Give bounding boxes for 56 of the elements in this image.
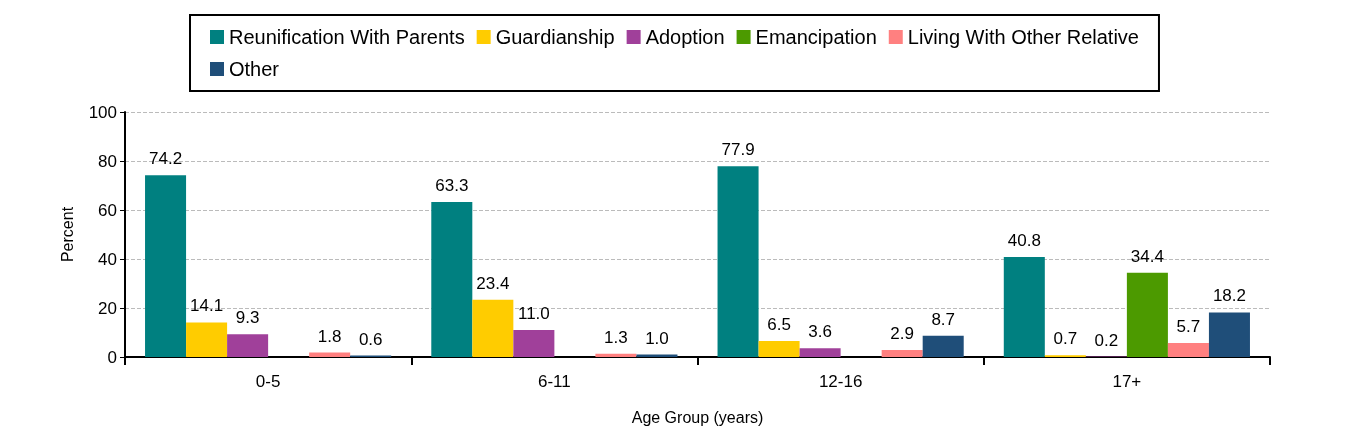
bar [145,175,187,357]
x-tick-label: 17+ [1112,372,1142,391]
data-label: 63.3 [435,175,469,195]
y-tick-label: 0 [107,347,117,367]
data-label: 0.6 [358,329,383,349]
bar [799,348,841,357]
data-label: 0.7 [1053,329,1078,349]
bar [513,330,555,357]
data-label: 6.5 [767,315,791,335]
data-label: 11.0 [517,304,550,324]
x-tick-label: 12-16 [818,372,863,391]
data-label: 14.1 [190,296,224,316]
bar [309,352,351,357]
data-label: 74.2 [149,149,183,169]
y-tick-label: 100 [88,102,117,122]
bar [922,335,964,357]
data-label: 1.8 [317,326,342,346]
bar [881,349,923,357]
bar [431,201,473,357]
x-tick-label: 6-11 [537,372,571,391]
bar [1126,272,1168,357]
y-tick-label: 80 [98,151,117,171]
y-tick-label: 40 [98,249,117,269]
bar [1167,343,1209,357]
data-label: 1.3 [604,327,628,347]
y-tick-label: 60 [98,200,117,220]
data-label: 77.9 [721,140,755,160]
data-label: 9.3 [235,308,260,328]
y-tick-label: 20 [98,298,117,318]
legend-label: Guardianship [495,26,615,48]
data-label: 1.0 [645,328,669,348]
data-label: 3.6 [808,322,832,342]
legend-label: Other [229,58,280,80]
data-label: 5.7 [1176,317,1201,337]
bar [758,341,800,357]
bar [186,322,228,357]
legend-label: Adoption [645,26,725,48]
legend-label: Reunification With Parents [229,26,465,48]
y-axis-title: Percent [58,206,76,263]
data-label: 0.2 [1094,330,1119,350]
data-label: 2.9 [890,323,914,343]
data-label: 18.2 [1212,286,1246,306]
data-label: 40.8 [1007,231,1041,251]
bar [227,334,269,357]
x-tick-label: 0-5 [255,372,281,391]
data-label: 8.7 [931,309,956,329]
data-label: 23.4 [476,273,510,293]
legend-label: Emancipation [755,26,877,48]
bar [595,353,637,357]
bar [717,166,759,357]
legend-label: Living With Other Relative [907,26,1139,48]
data-label: 34.4 [1130,246,1164,266]
bar [1208,312,1250,357]
bar [1003,257,1045,357]
bar [472,299,514,357]
x-axis-title: Age Group (years) [631,408,764,426]
